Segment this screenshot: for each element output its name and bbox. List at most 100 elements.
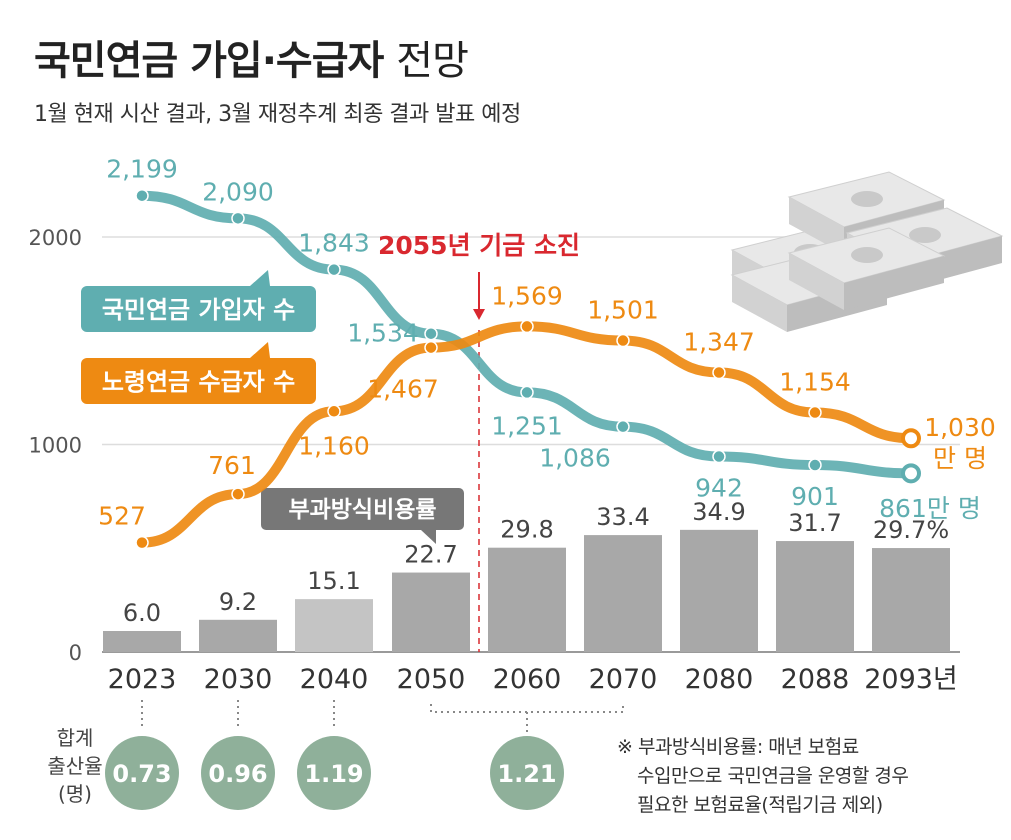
data-label: 1,251 bbox=[491, 411, 563, 440]
data-point bbox=[808, 458, 822, 472]
money-stack-icon bbox=[789, 197, 844, 254]
fertility-circle bbox=[201, 736, 275, 810]
bar-data-label: 31.7 bbox=[788, 509, 841, 537]
footnote-line: 수입만으로 국민연금을 운영할 경우 bbox=[637, 765, 909, 787]
data-label: 1,501 bbox=[587, 296, 659, 325]
money-stack-icon bbox=[851, 247, 883, 263]
x-tick-label: 2093년 bbox=[864, 664, 958, 695]
fertility-value: 1.19 bbox=[304, 760, 363, 788]
money-stack-icon bbox=[844, 256, 944, 310]
data-point bbox=[135, 188, 149, 203]
bar-data-label: 6.0 bbox=[123, 599, 161, 627]
series-label: 국민연금 가입자 수 bbox=[102, 296, 295, 324]
bar-series-label-bubble bbox=[261, 488, 464, 530]
data-point bbox=[901, 463, 921, 484]
data-point bbox=[231, 487, 245, 501]
bar bbox=[584, 535, 662, 652]
series-label-bubble bbox=[250, 342, 270, 358]
data-label: 2,090 bbox=[202, 177, 274, 206]
bar bbox=[488, 547, 566, 652]
data-point bbox=[712, 365, 726, 380]
x-tick-label: 2023 bbox=[108, 664, 177, 695]
data-point bbox=[135, 535, 149, 550]
x-tick-label: 2088 bbox=[781, 664, 850, 695]
data-label: 761 bbox=[208, 451, 256, 480]
fertility-circle bbox=[297, 736, 371, 810]
data-point bbox=[424, 340, 438, 355]
series-line bbox=[137, 190, 916, 479]
bar bbox=[872, 548, 950, 652]
x-tick-label: 2040 bbox=[300, 664, 369, 695]
fertility-row-label: 출산율 bbox=[47, 754, 102, 778]
series-label: 노령연금 수급자 수 bbox=[102, 368, 295, 396]
bar bbox=[392, 572, 470, 652]
money-stack-icon bbox=[851, 191, 883, 207]
bar bbox=[295, 599, 373, 652]
bar bbox=[103, 631, 181, 652]
chart-title: 국민연금 가입·수급자 전망 bbox=[34, 28, 469, 86]
fertility-circle bbox=[105, 736, 179, 810]
data-point bbox=[520, 319, 534, 334]
data-label: 527 bbox=[98, 502, 146, 531]
fertility-row-label: 합계 bbox=[57, 726, 94, 750]
data-label: 1,086 bbox=[539, 444, 611, 473]
bar-series-label: 부과방식비용률 bbox=[288, 497, 436, 523]
data-point bbox=[712, 449, 726, 464]
x-tick-label: 2050 bbox=[397, 664, 466, 695]
y-tick-label: 0 bbox=[69, 641, 82, 665]
annotation-label: 2055년 기금 소진 bbox=[378, 231, 580, 260]
title-bold: 국민연금 가입·수급자 bbox=[34, 38, 384, 84]
series-label-bubble bbox=[81, 286, 316, 332]
data-label: 2,199 bbox=[106, 155, 178, 184]
fertility-value: 0.96 bbox=[208, 760, 267, 788]
bar-data-label: 22.7 bbox=[404, 541, 457, 569]
fertility-span-bracket bbox=[430, 704, 624, 713]
data-point bbox=[520, 385, 534, 400]
data-label: 1,467 bbox=[367, 375, 439, 404]
data-label: 1,160 bbox=[298, 431, 370, 460]
data-label: 1,843 bbox=[298, 229, 370, 258]
title-thin: 전망 bbox=[396, 38, 469, 84]
bar-data-label: 34.9 bbox=[692, 498, 745, 526]
chart-subtitle: 1월 현재 시산 결과, 3월 재정추계 최종 결과 발표 예정 bbox=[34, 102, 521, 127]
data-point bbox=[616, 333, 630, 348]
data-point bbox=[616, 419, 630, 434]
series-label-bubble bbox=[250, 270, 270, 286]
data-label: 861만 명 bbox=[879, 494, 981, 523]
bar-data-label: 9.2 bbox=[219, 588, 257, 616]
x-tick-label: 2030 bbox=[204, 664, 273, 695]
series-label-bubble bbox=[81, 358, 316, 404]
y-tick-label: 2000 bbox=[29, 226, 82, 250]
series-line bbox=[137, 321, 916, 548]
footnote-line: ※ 부과방식비용률: 매년 보험료 bbox=[617, 736, 859, 758]
money-stack-icon bbox=[909, 227, 941, 243]
x-tick-label: 2060 bbox=[493, 664, 562, 695]
bar-data-label: 33.4 bbox=[596, 503, 649, 531]
fertility-row-label: (명) bbox=[58, 782, 92, 806]
data-label-unit: 만 명 bbox=[933, 444, 987, 473]
annotation-arrow bbox=[473, 309, 485, 320]
y-tick-label: 1000 bbox=[29, 434, 82, 458]
data-point bbox=[808, 405, 822, 420]
data-point bbox=[424, 326, 438, 341]
bar-data-label: 29.8 bbox=[500, 516, 553, 544]
data-point bbox=[327, 404, 341, 419]
data-label: 1,569 bbox=[491, 281, 563, 310]
x-tick-label: 2070 bbox=[589, 664, 658, 695]
data-label: 942 bbox=[695, 474, 743, 503]
data-label: 1,030 bbox=[924, 413, 996, 442]
bar-data-label: 15.1 bbox=[307, 567, 360, 595]
x-tick-label: 2080 bbox=[685, 664, 754, 695]
data-point bbox=[231, 211, 245, 226]
fertility-value: 1.21 bbox=[497, 760, 556, 788]
data-label: 901 bbox=[791, 482, 839, 511]
footnote-line: 필요한 보험료율(적립기금 제외) bbox=[637, 794, 883, 816]
bar bbox=[776, 541, 854, 652]
bar-data-label: 29.7% bbox=[873, 516, 949, 544]
data-label: 1,347 bbox=[683, 327, 755, 356]
fertility-value: 0.73 bbox=[112, 760, 171, 788]
data-point bbox=[327, 262, 341, 277]
data-label: 1,534 bbox=[347, 319, 419, 348]
data-point bbox=[901, 428, 921, 449]
